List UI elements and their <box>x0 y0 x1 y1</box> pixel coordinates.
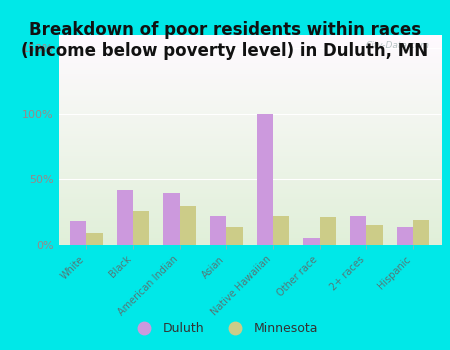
Bar <box>303 238 320 245</box>
Text: City-Data.com: City-Data.com <box>365 41 429 50</box>
Text: Breakdown of poor residents within races
(income below poverty level) in Duluth,: Breakdown of poor residents within races… <box>22 21 428 60</box>
Bar <box>366 225 382 245</box>
Bar <box>133 211 149 245</box>
Bar <box>70 222 86 245</box>
Bar <box>117 190 133 245</box>
Bar <box>180 206 196 245</box>
Bar <box>320 217 336 245</box>
Bar <box>397 227 413 245</box>
Bar <box>273 216 289 245</box>
Bar <box>226 227 243 245</box>
Bar <box>210 216 226 245</box>
Bar <box>86 233 103 245</box>
Bar <box>350 216 366 245</box>
Bar <box>163 193 180 245</box>
Bar <box>257 114 273 245</box>
Legend: Duluth, Minnesota: Duluth, Minnesota <box>126 317 324 340</box>
Bar <box>413 220 429 245</box>
